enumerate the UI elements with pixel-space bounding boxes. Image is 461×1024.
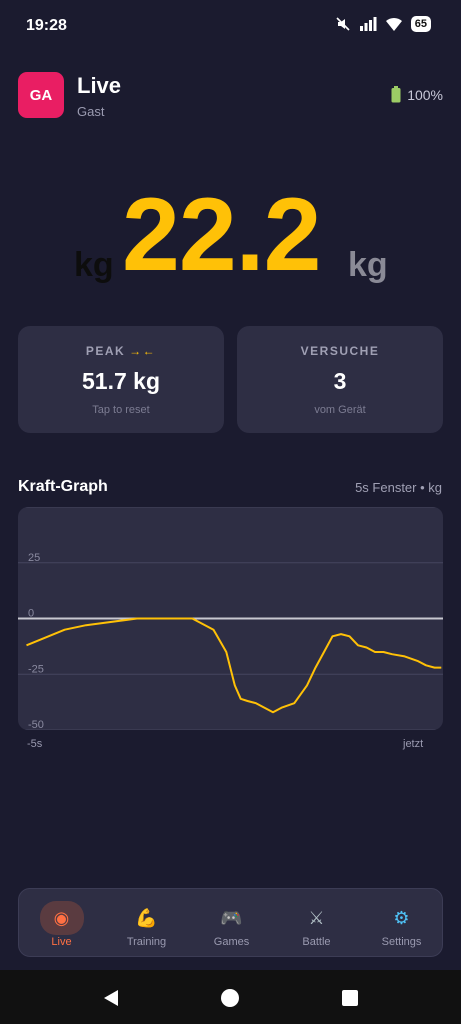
gamepad-icon: 🎮 <box>220 908 243 928</box>
wifi-icon <box>385 17 402 31</box>
nav-item-battle[interactable]: ⚔ Battle <box>274 889 359 956</box>
device-battery-value: 100% <box>407 86 443 103</box>
nav-item-training[interactable]: 💪 Training <box>104 889 189 956</box>
x-axis-start: -5s <box>27 738 43 750</box>
home-icon[interactable] <box>220 988 240 1008</box>
gear-icon: ⚙ <box>393 908 410 928</box>
bottom-nav: ◉ Live 💪 Training 🎮 Games ⚔ Battle ⚙ Settings <box>18 888 443 957</box>
peak-value: 51.7 kg <box>82 368 160 394</box>
mute-icon <box>336 17 350 31</box>
y-tick-label: -50 <box>28 719 44 730</box>
force-graph-svg: 50 25 0 -25 -50 <box>18 507 443 730</box>
nav-item-label: Battle <box>302 936 331 948</box>
page-title: Live <box>77 73 122 98</box>
avatar[interactable]: GA <box>18 72 64 118</box>
peak-label: PEAK →← <box>18 344 224 358</box>
peak-reset-hint: Tap to reset <box>92 404 150 416</box>
status-battery: 65 <box>410 16 431 32</box>
y-tick-label: 0 <box>28 608 34 620</box>
x-axis-end: jetzt <box>403 738 424 750</box>
flexed-biceps-icon: 💪 <box>135 908 158 928</box>
recents-icon[interactable] <box>341 989 359 1007</box>
user-name: Gast <box>77 104 105 119</box>
y-tick-label: 50 <box>28 507 40 508</box>
attempts-card: VERSUCHE 3 vom Gerät <box>237 326 443 433</box>
nav-item-label: Games <box>213 936 250 948</box>
nav-item-live[interactable]: ◉ Live <box>19 889 104 956</box>
peak-card[interactable]: PEAK →← 51.7 kg Tap to reset <box>18 326 224 433</box>
force-series-line <box>26 617 442 714</box>
live-reading: kg 22.2 kg <box>0 180 461 290</box>
nav-item-label: Live <box>51 936 72 948</box>
current-force-value: 22.2 <box>122 177 321 293</box>
peak-label-text: PEAK <box>85 344 126 358</box>
arrows-icon: →← <box>129 344 157 358</box>
attempts-value: 3 <box>333 368 347 394</box>
status-icons: 65 <box>335 16 431 32</box>
crossed-swords-icon: ⚔ <box>308 908 325 928</box>
y-tick-label: -25 <box>28 663 44 675</box>
attempts-source: vom Gerät <box>314 404 366 416</box>
record-icon: ◉ <box>39 901 84 935</box>
nav-item-games[interactable]: 🎮 Games <box>189 889 274 956</box>
graph-window-info: 5s Fenster • kg <box>355 480 442 495</box>
graph-title: Kraft-Graph <box>18 478 108 495</box>
force-graph: 50 25 0 -25 -50 <box>18 507 443 730</box>
nav-item-settings[interactable]: ⚙ Settings <box>359 889 444 956</box>
system-nav-bar <box>0 970 461 1024</box>
clock: 19:28 <box>26 17 67 34</box>
attempts-label: VERSUCHE <box>300 344 380 358</box>
back-icon[interactable] <box>101 988 121 1008</box>
unit-label-right: kg <box>348 246 388 284</box>
battery-icon <box>391 86 401 103</box>
nav-item-label: Settings <box>381 936 422 948</box>
signal-icon <box>359 17 377 31</box>
nav-item-label: Training <box>126 936 167 948</box>
y-tick-label: 25 <box>28 552 40 564</box>
unit-label-left: kg <box>74 246 114 284</box>
status-bar: 19:28 65 <box>0 0 461 52</box>
device-battery: 100% <box>391 86 443 103</box>
